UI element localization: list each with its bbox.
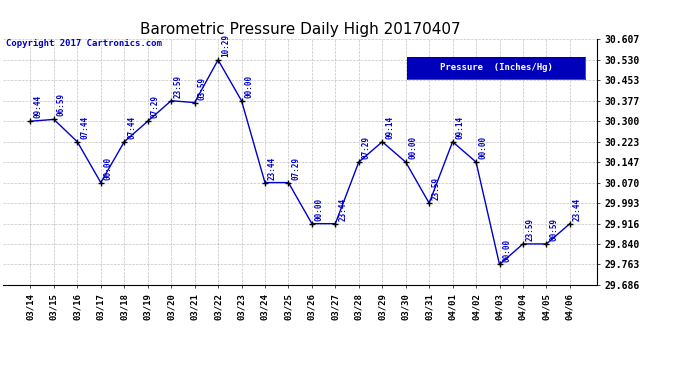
Text: 07:44: 07:44	[127, 116, 136, 139]
Text: 23:44: 23:44	[573, 198, 582, 221]
Text: 23:44: 23:44	[338, 198, 347, 221]
Text: 23:59: 23:59	[432, 177, 441, 200]
Text: 23:44: 23:44	[268, 156, 277, 180]
Text: 09:14: 09:14	[385, 116, 394, 139]
Text: 07:44: 07:44	[80, 116, 89, 139]
Text: 00:00: 00:00	[315, 198, 324, 221]
Text: 03:59: 03:59	[197, 76, 206, 100]
Text: Copyright 2017 Cartronics.com: Copyright 2017 Cartronics.com	[6, 39, 161, 48]
Text: 07:29: 07:29	[291, 156, 300, 180]
Text: 00:00: 00:00	[104, 156, 112, 180]
Text: 00:59: 00:59	[549, 218, 558, 241]
Text: 10:29: 10:29	[221, 34, 230, 57]
Text: 23:59: 23:59	[526, 218, 535, 241]
Text: 09:14: 09:14	[455, 116, 464, 139]
Text: 23:59: 23:59	[174, 75, 183, 98]
Text: 00:00: 00:00	[244, 75, 253, 98]
Title: Barometric Pressure Daily High 20170407: Barometric Pressure Daily High 20170407	[140, 22, 460, 37]
Text: 07:29: 07:29	[362, 136, 371, 159]
Text: 09:44: 09:44	[33, 95, 42, 118]
Text: 07:29: 07:29	[150, 95, 159, 118]
Text: 00:00: 00:00	[502, 238, 511, 261]
Text: 00:00: 00:00	[479, 136, 488, 159]
Text: 00:00: 00:00	[408, 136, 417, 159]
Text: 06:59: 06:59	[57, 93, 66, 116]
